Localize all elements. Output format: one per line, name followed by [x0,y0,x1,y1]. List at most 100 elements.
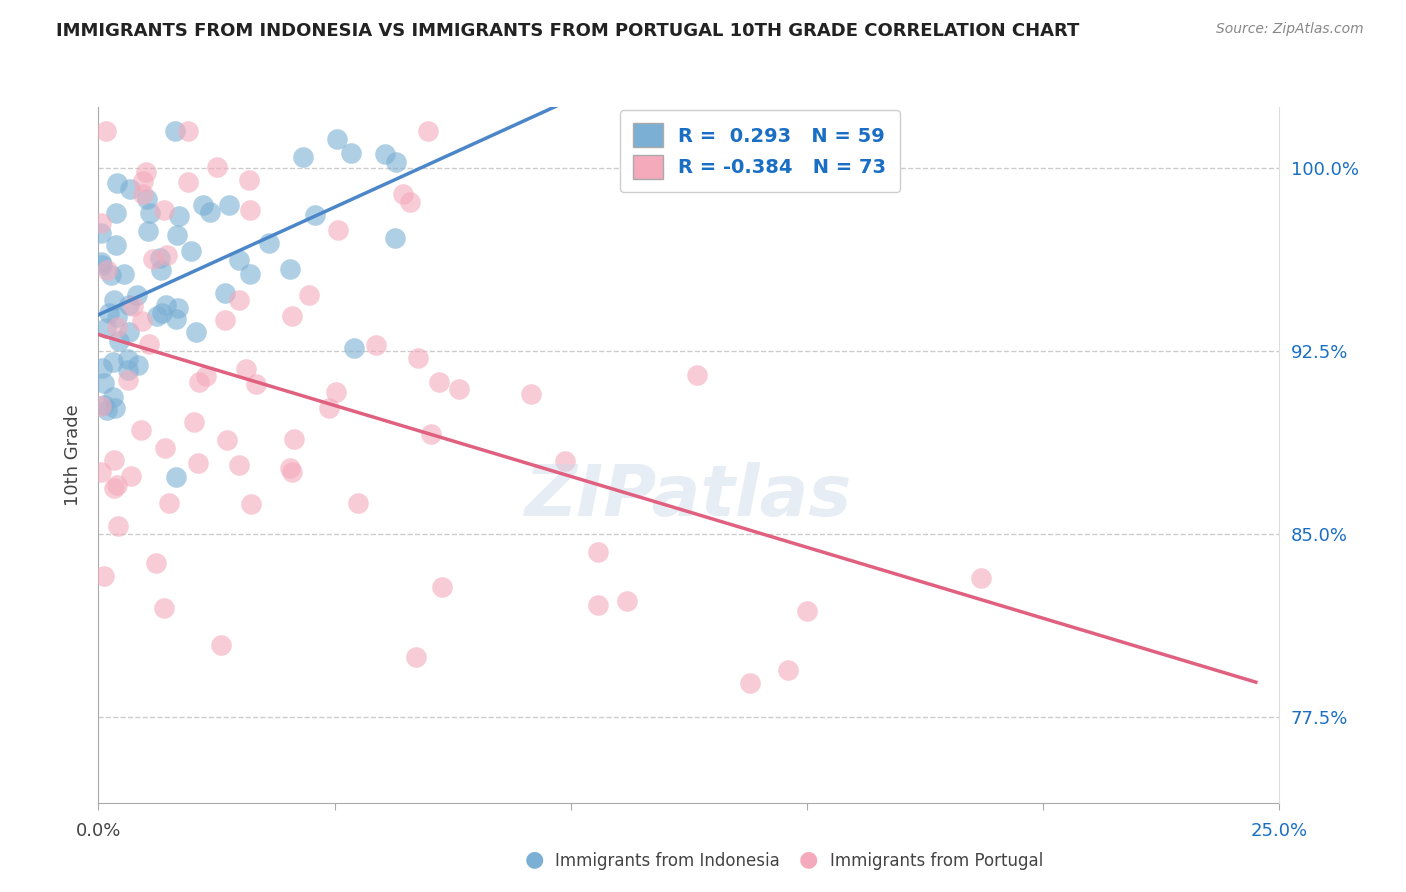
Point [281,465,304,479]
Point [131,314,153,328]
Point [120,469,142,483]
Point [98,306,121,320]
Point [278,262,301,277]
Point [107,334,129,349]
Point [586,598,609,612]
Point [427,375,450,389]
Point [385,154,408,169]
Point [96,124,118,138]
Point [163,124,186,138]
Point [105,319,128,334]
Point [187,456,209,470]
Point [107,519,129,533]
Point [156,248,179,262]
Point [291,151,314,165]
Point [796,604,818,618]
Point [447,382,470,396]
Point [218,198,240,212]
Point [103,481,125,495]
Point [91,360,114,375]
Point [298,288,321,302]
Point [364,337,387,351]
Point [239,203,262,218]
Point [347,496,370,510]
Point [104,238,127,252]
Point [167,209,190,223]
Point [280,310,302,324]
Point [180,244,202,259]
Point [101,390,124,404]
Point [408,351,430,365]
Point [616,594,638,608]
Point [132,187,155,202]
Point [131,423,153,437]
Point [318,401,340,416]
Point [135,165,157,179]
Point [186,325,208,339]
Point [228,293,250,307]
Point [122,299,145,313]
Point [91,258,114,272]
Point [205,161,228,175]
Point [520,387,543,401]
Point [187,375,209,389]
Point [150,306,173,320]
Text: Source: ZipAtlas.com: Source: ZipAtlas.com [1216,22,1364,37]
Point [740,676,762,690]
Point [399,195,422,210]
Point [142,252,165,267]
Point [245,376,267,391]
Point [93,376,115,391]
Point [105,177,128,191]
Point [155,298,177,312]
Point [392,186,415,201]
Point [100,268,122,282]
Point [214,313,236,327]
Point [93,398,115,412]
Point [776,663,799,677]
Point [240,497,263,511]
Point [165,470,187,484]
Point [239,267,262,281]
Point [384,230,406,244]
Text: ●: ● [524,850,544,870]
Point [194,368,217,383]
Point [586,545,609,559]
Point [153,441,176,455]
Point [149,263,172,277]
Point [153,601,176,615]
Point [209,639,232,653]
Point [136,224,159,238]
Point [326,223,349,237]
Point [228,253,250,268]
Point [105,477,128,491]
Point [374,146,396,161]
Point [167,301,190,315]
Point [165,312,187,326]
Point [177,175,200,189]
Point [104,206,127,220]
Point [117,352,139,367]
Point [93,569,115,583]
Point [117,373,139,387]
Point [145,556,167,570]
Point [405,649,427,664]
Point [149,251,172,265]
Point [166,228,188,243]
Point [90,399,112,413]
Point [343,341,366,355]
Point [259,235,281,250]
Point [214,285,236,300]
Point [278,461,301,475]
Point [145,309,167,323]
Text: IMMIGRANTS FROM INDONESIA VS IMMIGRANTS FROM PORTUGAL 10TH GRADE CORRELATION CHA: IMMIGRANTS FROM INDONESIA VS IMMIGRANTS … [56,22,1080,40]
Point [96,320,118,334]
Point [118,325,141,339]
Point [118,298,141,312]
Text: 0.0%: 0.0% [76,822,121,840]
Point [127,358,149,372]
Point [686,368,709,382]
Point [105,310,128,324]
Point [139,206,162,220]
Point [132,174,155,188]
